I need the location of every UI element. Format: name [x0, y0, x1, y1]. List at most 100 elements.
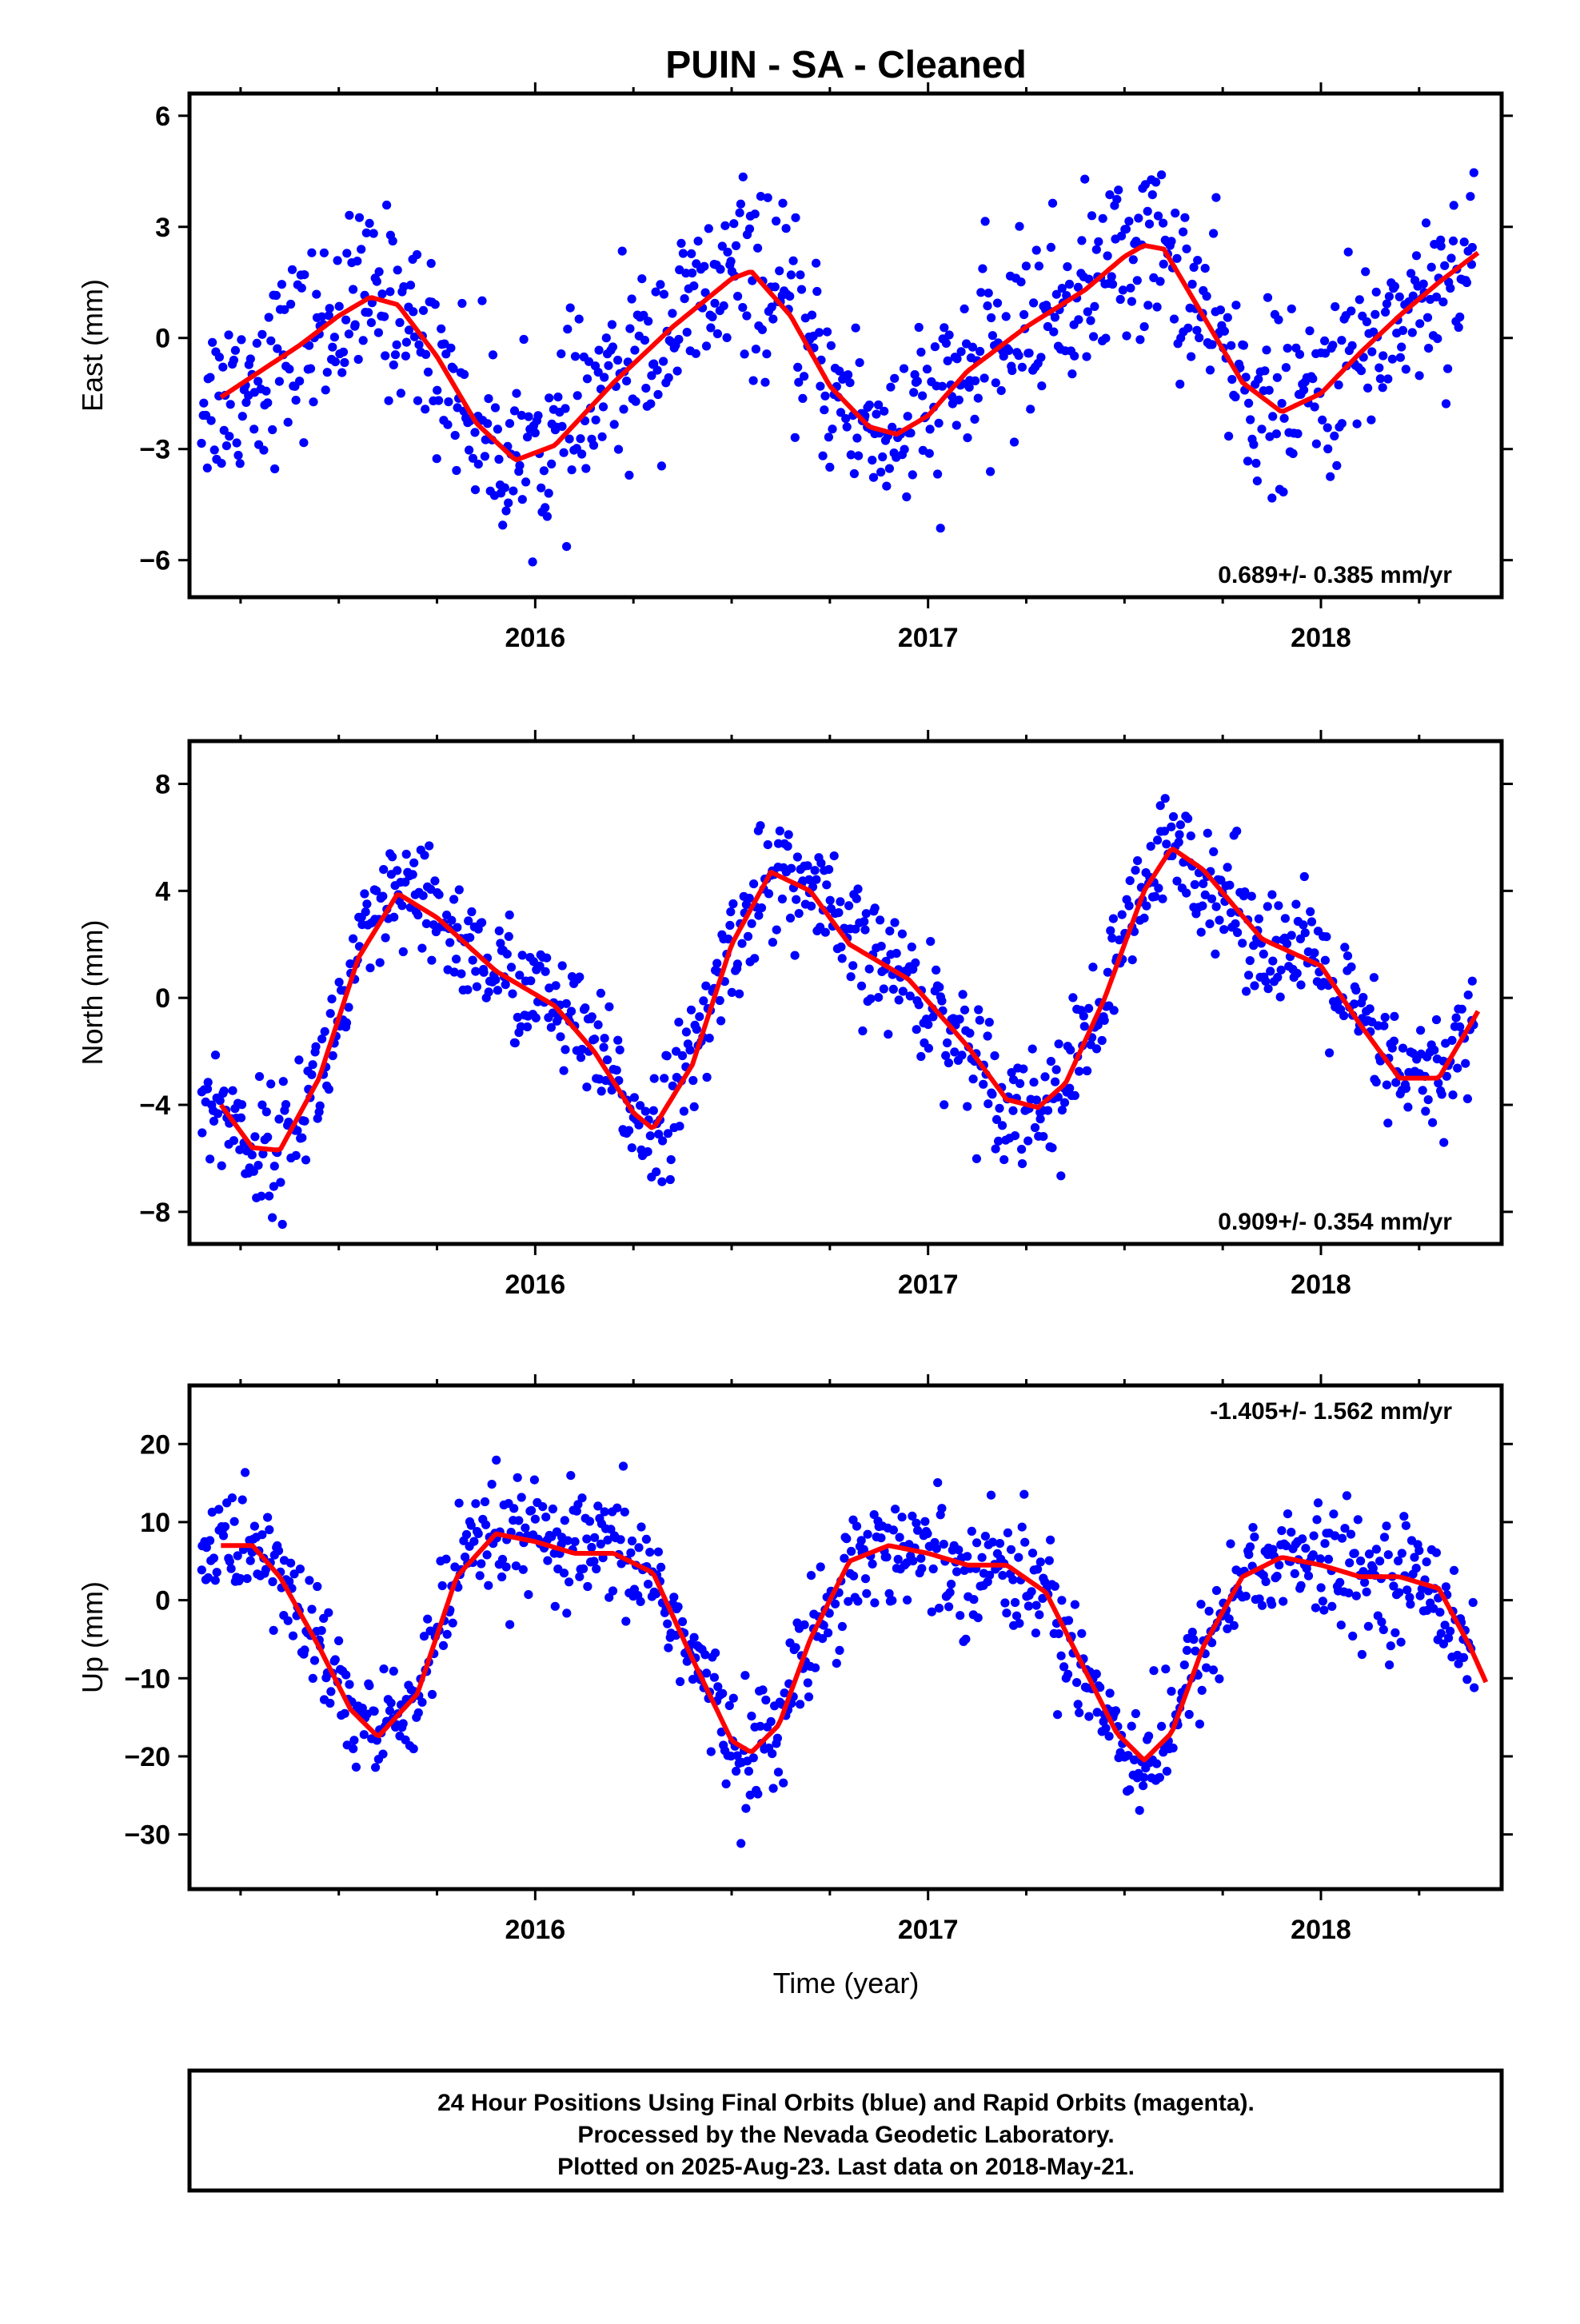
up-point	[1279, 1597, 1288, 1606]
north-point	[276, 1178, 285, 1187]
up-point	[636, 1522, 646, 1532]
east-point	[446, 343, 456, 353]
east-point	[651, 287, 660, 297]
up-point	[1379, 1533, 1390, 1542]
up-point	[916, 1553, 926, 1563]
up-point	[1229, 1620, 1239, 1630]
east-point	[644, 317, 653, 326]
up-point	[413, 1708, 423, 1718]
up-point	[448, 1618, 457, 1628]
east-point	[214, 353, 224, 362]
up-point	[1152, 1759, 1162, 1768]
north-point	[434, 890, 444, 899]
up-point	[656, 1562, 666, 1572]
north-y-tick-label: 8	[155, 770, 170, 800]
up-point	[706, 1747, 716, 1756]
east-point	[319, 248, 329, 257]
east-point	[1074, 315, 1083, 325]
east-point	[324, 311, 333, 321]
up-point	[986, 1490, 996, 1500]
up-point	[1350, 1549, 1359, 1558]
east-point	[322, 368, 332, 377]
up-point	[265, 1525, 274, 1535]
east-point	[820, 391, 830, 401]
east-point	[413, 396, 423, 405]
east-point	[441, 349, 451, 359]
chart-title: PUIN - SA - Cleaned	[665, 44, 1027, 86]
east-point	[631, 397, 640, 406]
up-point	[1123, 1751, 1133, 1760]
east-point	[1454, 322, 1463, 333]
east-point	[372, 277, 381, 286]
north-point	[1390, 1011, 1399, 1021]
east-point	[1159, 218, 1168, 228]
east-point	[1167, 237, 1176, 246]
east-point	[1147, 190, 1157, 200]
up-point	[952, 1567, 962, 1577]
north-point	[1054, 1039, 1063, 1049]
east-point	[1050, 313, 1059, 322]
north-point	[816, 859, 826, 868]
north-point	[834, 908, 844, 918]
up-point	[220, 1522, 230, 1532]
east-point	[976, 346, 985, 357]
north-point	[1245, 956, 1255, 966]
north-point	[649, 1074, 659, 1083]
up-point	[1458, 1652, 1469, 1662]
north-point	[381, 933, 390, 943]
east-point	[845, 378, 855, 388]
up-point	[1377, 1617, 1386, 1627]
north-point	[957, 1050, 967, 1060]
east-point	[312, 289, 321, 299]
up-point	[514, 1516, 524, 1525]
up-point	[626, 1548, 636, 1557]
north-point	[1051, 1077, 1060, 1086]
east-point	[1347, 306, 1356, 316]
north-point	[677, 1050, 688, 1061]
east-point	[1424, 344, 1434, 353]
east-point	[1308, 374, 1318, 384]
east-point	[719, 301, 728, 311]
east-point	[1090, 301, 1099, 311]
up-point	[385, 1706, 395, 1716]
north-point	[472, 982, 482, 991]
north-point	[372, 886, 381, 895]
east-point	[954, 395, 964, 405]
east-point	[1089, 332, 1099, 341]
north-point	[726, 907, 736, 917]
north-point	[1401, 1083, 1410, 1093]
east-point	[1293, 429, 1303, 439]
east-point	[480, 452, 490, 461]
north-point	[1232, 827, 1242, 836]
up-point	[233, 1551, 242, 1561]
north-y-axis-label: North (mm)	[76, 920, 109, 1066]
east-y-tick-label: −6	[139, 546, 170, 576]
east-point	[922, 365, 932, 374]
north-point	[756, 903, 767, 913]
north-point	[213, 1109, 222, 1118]
east-point	[341, 315, 351, 325]
east-point	[418, 305, 429, 315]
east-point	[559, 448, 569, 457]
east-point	[790, 433, 800, 442]
north-point	[860, 925, 870, 935]
up-point	[702, 1668, 712, 1678]
up-point	[1379, 1624, 1388, 1635]
up-point	[773, 1768, 784, 1777]
east-point	[504, 498, 513, 508]
east-point	[421, 349, 431, 359]
north-point	[257, 1100, 267, 1110]
east-point	[908, 470, 917, 480]
up-point	[832, 1659, 841, 1668]
east-point	[798, 393, 808, 403]
up-point	[1446, 1626, 1455, 1636]
east-point	[1086, 316, 1095, 325]
up-point	[209, 1553, 218, 1563]
east-fit-line	[219, 243, 1480, 463]
north-point	[890, 918, 900, 927]
up-point	[977, 1553, 987, 1562]
up-point	[1422, 1557, 1431, 1567]
east-point	[473, 460, 483, 469]
east-point	[1328, 341, 1338, 350]
east-point	[814, 328, 824, 337]
